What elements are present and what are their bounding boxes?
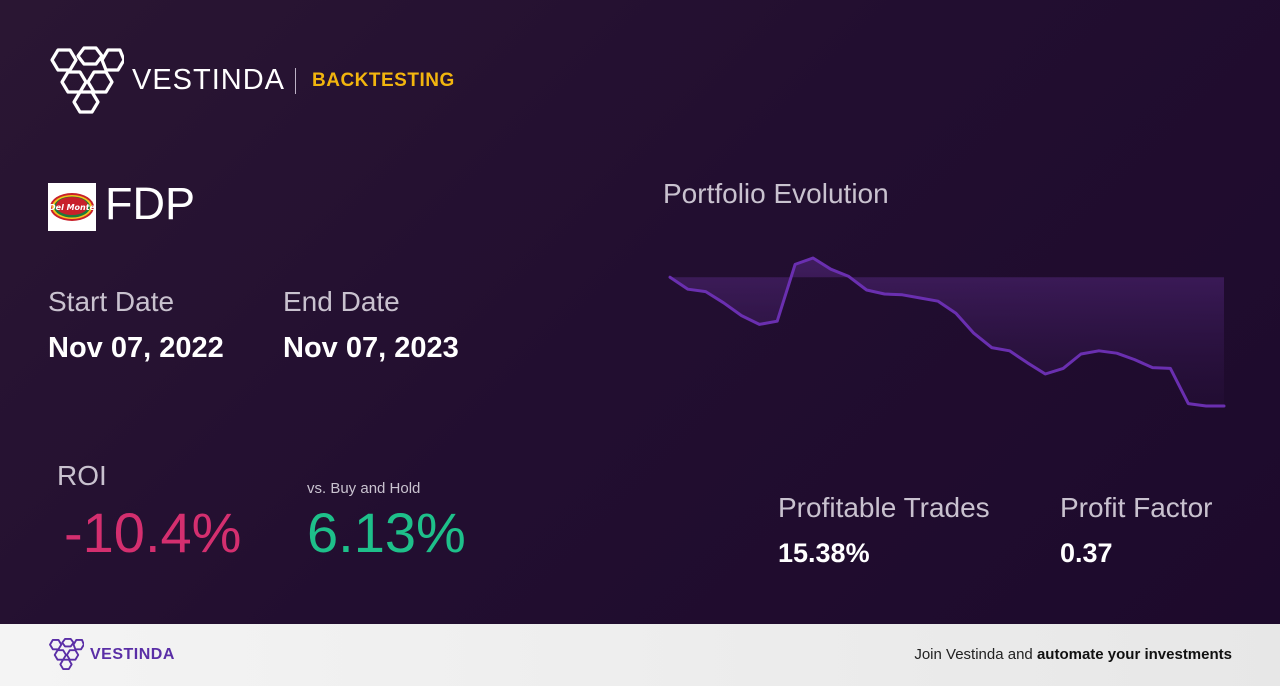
cta-bold: automate your investments (1036, 646, 1232, 663)
brand-name: VESTINDA (132, 64, 286, 96)
del-monte-logo-icon: Del Monte (48, 183, 96, 231)
end-date-label: End Date (283, 286, 400, 317)
header-divider (295, 68, 296, 94)
portfolio-evolution-chart (668, 256, 1226, 408)
end-date-value: Nov 07, 2023 (283, 332, 459, 364)
profit-factor-label: Profit Factor (1060, 492, 1213, 523)
vestinda-footer-logo-icon[interactable] (48, 638, 84, 670)
asset-ticker: FDP (105, 178, 195, 229)
start-date-label: Start Date (48, 286, 175, 317)
vestinda-logo-icon (50, 46, 124, 114)
roi-label: ROI (57, 460, 107, 491)
backtest-card: VESTINDA BACKTESTING Del Monte FDP Start… (0, 0, 1280, 624)
profitable-trades-label: Profitable Trades (778, 492, 990, 523)
profit-factor-value: 0.37 (1060, 538, 1113, 568)
chart-series-line (668, 256, 1226, 408)
svg-text:Del Monte: Del Monte (49, 203, 96, 212)
chart-area-fill (670, 258, 1224, 406)
buy-hold-label: vs. Buy and Hold (307, 480, 421, 497)
footer-brand[interactable]: VESTINDA (90, 646, 175, 663)
asset-logo: Del Monte (48, 183, 96, 231)
section-tag: BACKTESTING (312, 70, 455, 91)
footer-bar: VESTINDA Join Vestinda and automate your… (0, 624, 1280, 686)
cta-prefix: Join Vestinda and (914, 646, 1037, 663)
profitable-trades-value: 15.38% (778, 538, 870, 568)
buy-hold-value: 6.13% (307, 501, 466, 564)
footer-cta[interactable]: Join Vestinda and automate your investme… (914, 646, 1232, 663)
roi-value: -10.4% (64, 501, 242, 564)
chart-title: Portfolio Evolution (663, 178, 889, 209)
start-date-value: Nov 07, 2022 (48, 332, 224, 364)
